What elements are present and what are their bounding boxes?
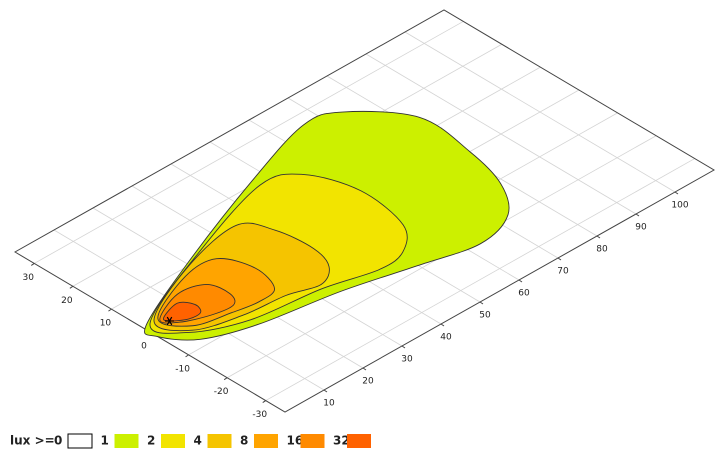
x-tick (674, 191, 679, 195)
y-tick (185, 354, 189, 358)
y-tick-label: 20 (61, 296, 73, 306)
y-tick-label: 30 (23, 273, 35, 283)
x-tick (479, 301, 484, 305)
x-tick (557, 257, 562, 261)
legend-swatch (161, 434, 185, 448)
x-tick-label: 60 (518, 289, 530, 299)
y-tick (262, 400, 266, 403)
x-tick (518, 279, 523, 283)
x-tick-label: 80 (596, 245, 608, 255)
light-source (165, 316, 174, 326)
y-tick (69, 285, 74, 289)
grid-line (34, 21, 464, 264)
y-tick-label: -30 (252, 410, 267, 420)
legend-label: 4 (194, 434, 202, 448)
grid-line (265, 158, 695, 401)
x-tick-label: 40 (440, 333, 452, 343)
y-tick-label: 10 (100, 319, 112, 329)
legend-swatch (300, 434, 325, 448)
plot-frame (14, 9, 715, 413)
legend-title: lux >= (10, 434, 55, 448)
y-tick (108, 308, 112, 312)
legend-label: 32 (333, 434, 350, 448)
legend-label: 8 (240, 434, 248, 448)
y-tick (31, 263, 35, 266)
legend-label: 0 (54, 434, 62, 448)
x-tick (362, 367, 367, 371)
y-tick (223, 377, 228, 381)
x-tick (635, 213, 640, 217)
legend-label: 1 (101, 434, 109, 448)
y-tick-label: -20 (214, 387, 229, 397)
x-tick-label: 100 (671, 201, 688, 211)
legend-swatch (114, 434, 139, 448)
x-tick-label: 10 (323, 399, 335, 409)
x-tick-label: 70 (557, 267, 569, 277)
legend-swatch (207, 434, 232, 448)
x-tick (596, 235, 601, 239)
x-tick-label: 50 (479, 311, 491, 321)
y-tick-label: -10 (175, 364, 190, 374)
star-stroke (166, 316, 173, 326)
x-tick (401, 345, 406, 349)
x-tick-label: 90 (635, 223, 647, 233)
y-tick-label: 0 (141, 342, 147, 352)
x-tick (323, 389, 328, 393)
x-tick-label: 30 (401, 355, 413, 365)
legend-label: 2 (147, 434, 155, 448)
x-tick-label: 20 (362, 377, 374, 387)
legend-label: 16 (287, 434, 304, 448)
x-tick (440, 323, 445, 327)
legend-swatch (254, 434, 278, 448)
legend-swatch (67, 433, 93, 449)
legend-swatch (347, 434, 371, 448)
